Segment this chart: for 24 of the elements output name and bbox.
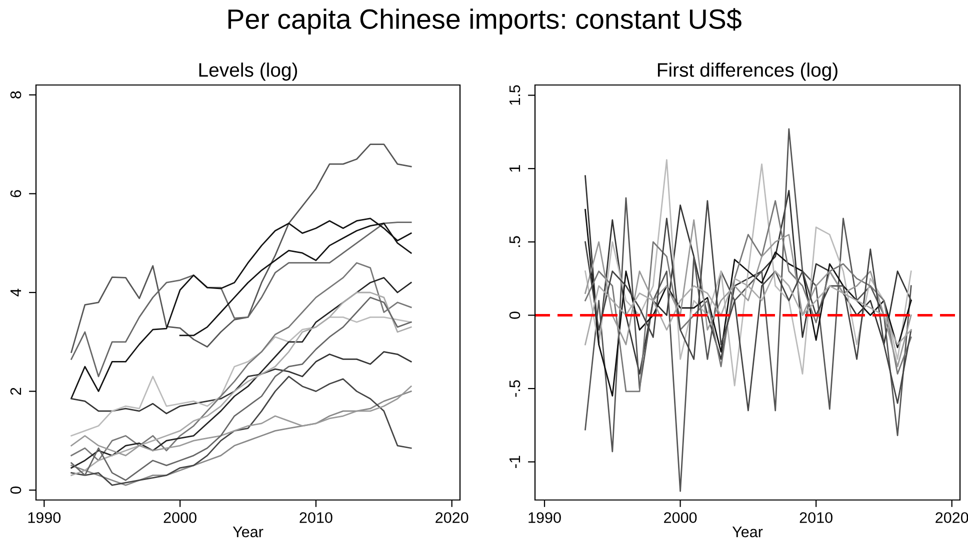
y-tick-label: -.5 [510, 380, 520, 397]
x-tick-label: 2000 [164, 512, 196, 524]
x-tick-label: 2000 [664, 512, 697, 524]
y-tick-label: .5 [510, 236, 520, 247]
y-tick-label: 8 [10, 91, 22, 98]
y-tick-label: 6 [10, 190, 22, 198]
y-tick-label: 2 [10, 388, 22, 395]
x-tick-label: 1990 [28, 512, 61, 524]
chart-subtitle: Levels (log) [199, 62, 298, 81]
chart-title: First differences (log) [658, 62, 838, 81]
x-tick-label: 2020 [436, 512, 468, 524]
x-tick-label: 2010 [300, 512, 332, 524]
x-axis-title: Year [232, 526, 264, 538]
x-axis-title: Year [732, 526, 763, 538]
x-tick-label: 1990 [528, 512, 561, 524]
x-tick-label: 2020 [936, 512, 968, 524]
y-tick-label: 4 [10, 288, 22, 296]
y-tick-label: 0 [10, 486, 22, 494]
y-tick-label: 1 [510, 165, 520, 172]
x-tick-label: 2010 [800, 512, 832, 524]
y-tick-label: 1.5 [510, 85, 520, 105]
y-tick-label: -1 [510, 456, 520, 468]
y-tick-label: 0 [509, 312, 520, 319]
chart-title: Per capita Chinese imports: constant US$ [228, 8, 742, 34]
